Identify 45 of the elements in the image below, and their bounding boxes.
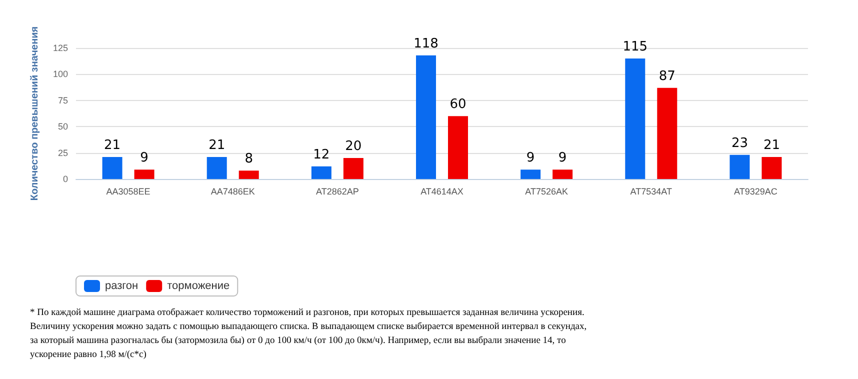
data-label: 23 [731, 136, 748, 151]
data-label: 115 [622, 39, 648, 54]
data-label: 118 [414, 36, 438, 52]
data-label: 21 [104, 138, 121, 153]
x-tick-label: AT7534AT [630, 186, 672, 196]
data-label: 87 [658, 68, 676, 84]
bar [448, 116, 468, 179]
bar [134, 170, 154, 179]
data-label: 8 [244, 152, 253, 167]
bar [657, 88, 678, 179]
bar [552, 170, 573, 179]
y-tick-label: 50 [58, 122, 68, 132]
legend-label: разгон [105, 280, 138, 292]
bar [730, 154, 750, 179]
bar [625, 58, 646, 179]
x-tick-label: AT2862AP [316, 186, 359, 196]
bar [206, 156, 227, 179]
data-label: 20 [345, 139, 362, 154]
data-label: 9 [558, 150, 567, 166]
bar [343, 158, 364, 179]
text: * По каждой машине диаграма отображает количество торможений и разгонов, при которых превышается заданная величина ускорения. Величину ускорения можно задать с помощью выпадающего списка. В выпадающем списке выбирается временной интервал в секундах, за который машина разогналась бы (затормозила бы) от 0 до 100 км/ч (от 100 до 0км/ч). Например, если вы выбрали значение 14, то ускорение равно 1,98 м/(с*с) [30, 307, 588, 362]
bar [416, 55, 436, 179]
data-label: 21 [208, 138, 226, 153]
data-label: 9 [526, 150, 535, 166]
bar [238, 170, 259, 179]
bar [311, 166, 332, 179]
data-label: 21 [763, 138, 780, 153]
y-tick-label: 75 [58, 95, 68, 106]
y-tick-label: 100 [52, 69, 68, 80]
x-tick-label: AA7486EK [210, 186, 255, 196]
x-tick-label: AA3058EE [106, 186, 150, 196]
data-label: 9 [140, 150, 148, 166]
x-tick-label: AT4614AX [420, 186, 464, 196]
bar [762, 156, 782, 179]
y-tick-label: 0 [62, 174, 68, 184]
data-label: 12 [313, 147, 330, 162]
bar [520, 170, 541, 179]
bar [102, 156, 122, 179]
y-axis-title: Количество превышений значения [30, 26, 40, 201]
y-tick-label: 25 [58, 148, 68, 158]
x-tick-label: AT9329AC [734, 186, 778, 196]
y-tick-label: 125 [52, 43, 68, 53]
data-label: 60 [450, 97, 466, 112]
x-tick-label: AT7526AK [525, 186, 568, 196]
legend-label: торможение [167, 280, 230, 292]
